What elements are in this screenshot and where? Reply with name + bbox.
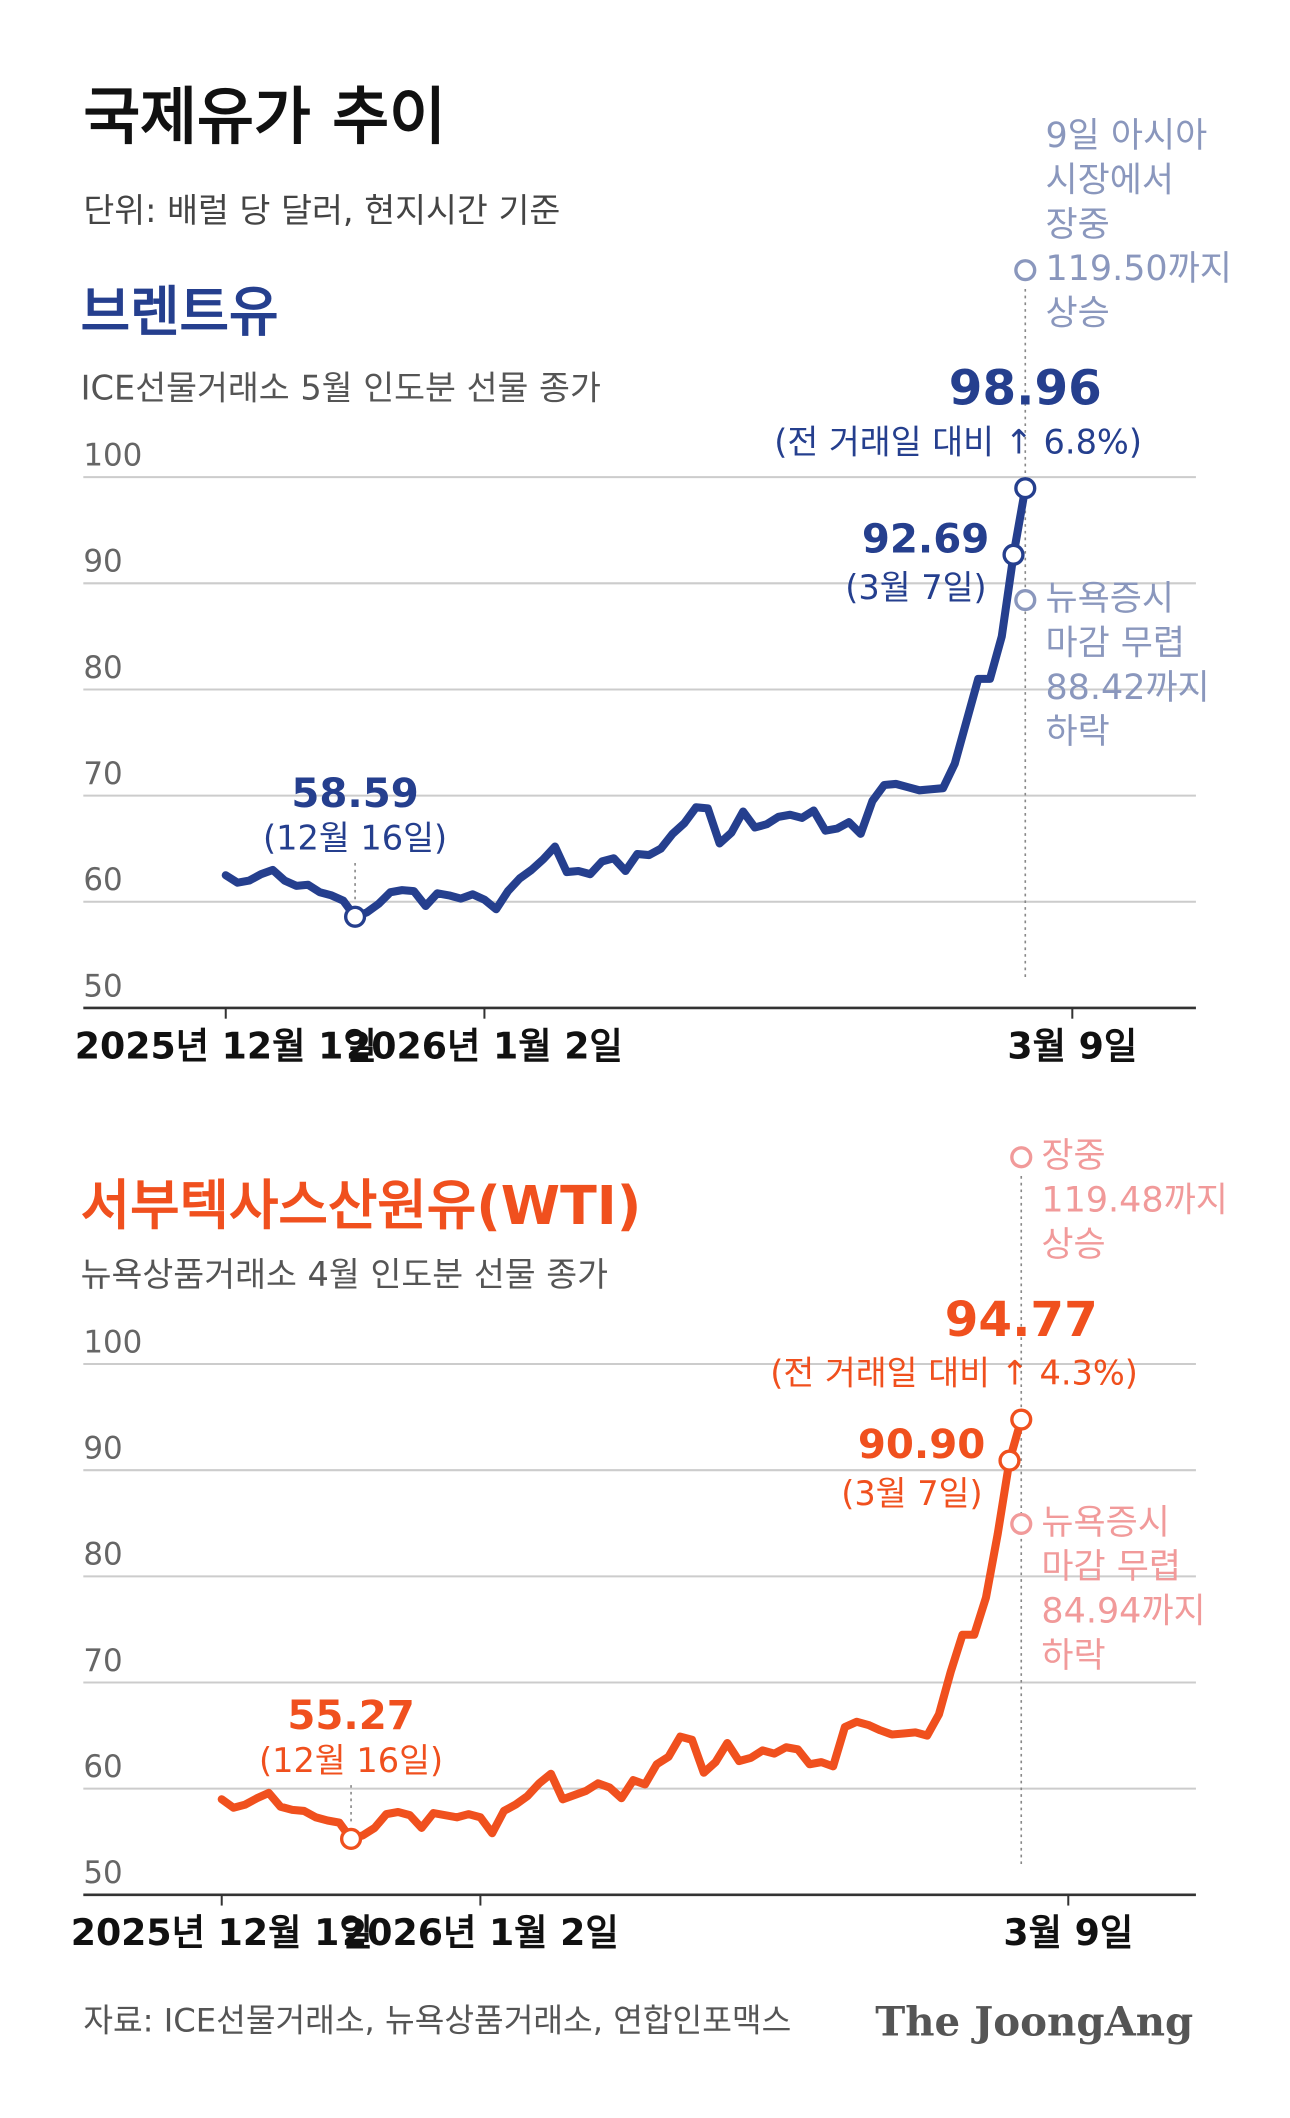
chart-title: 브렌트유	[81, 281, 279, 344]
annotation-text: 하락	[1045, 712, 1109, 752]
y-tick-label: 90	[83, 544, 122, 580]
y-tick-label: 50	[83, 1855, 122, 1891]
annotation-point	[1010, 1146, 1033, 1169]
annotation-text: 상승	[1041, 1225, 1105, 1265]
annotation-point	[1014, 259, 1037, 282]
y-tick-label: 50	[83, 968, 122, 1004]
y-tick-label: 80	[83, 1537, 122, 1573]
chart-title: 서부텍사스산원유(WTI)	[81, 1174, 642, 1237]
y-tick-label: 60	[83, 1749, 122, 1785]
value-label: 90.90	[858, 1421, 985, 1468]
highlight-point	[344, 905, 367, 928]
value-label: 58.59	[291, 770, 418, 817]
highlight-point	[1014, 477, 1037, 500]
value-note: (전 거래일 대비 ↑ 4.3%)	[770, 1354, 1138, 1393]
highlight-point	[1002, 543, 1025, 566]
source: 자료: ICE선물거래소, 뉴욕상품거래소, 연합인포맥스	[83, 2001, 791, 2039]
y-tick-label: 60	[83, 862, 122, 898]
annotation-text: 9일 아시아	[1045, 116, 1207, 156]
highlight-point	[1010, 1408, 1033, 1431]
highlight-point	[339, 1827, 363, 1850]
x-tick-label: 3월 9일	[1007, 1024, 1137, 1067]
value-note: (12월 16일)	[263, 819, 447, 858]
y-tick-label: 70	[83, 756, 122, 792]
annotation-text: 마감 무렵	[1045, 623, 1185, 663]
y-tick-label: 90	[83, 1431, 122, 1467]
annotation-point	[1010, 1512, 1033, 1535]
annotation-text: 하락	[1041, 1636, 1105, 1676]
annotation-text: 84.94까지	[1041, 1592, 1205, 1632]
x-tick-label: 2025년 12월 1일	[71, 1911, 373, 1954]
x-tick-label: 2026년 1월 2일	[346, 1024, 623, 1067]
subtitle: 단위: 배럴 당 달러, 현지시간 기준	[83, 191, 560, 230]
annotation-text: 119.50까지	[1045, 249, 1231, 289]
x-tick-label: 2026년 1월 2일	[342, 1911, 619, 1954]
y-tick-label: 100	[83, 1324, 142, 1360]
value-label: 92.69	[862, 515, 989, 562]
value-note: (12월 16일)	[259, 1741, 443, 1780]
annotation-text: 마감 무렵	[1041, 1547, 1181, 1587]
value-note: (3월 7일)	[841, 1474, 982, 1513]
value-note: (전 거래일 대비 ↑ 6.8%)	[774, 422, 1142, 461]
y-tick-label: 100	[83, 438, 142, 474]
logo: The JoongAng	[875, 1998, 1193, 2046]
annotation-text: 시장에서	[1045, 160, 1174, 200]
annotation-text: 뉴욕증시	[1041, 1503, 1170, 1543]
annotation-point	[1014, 588, 1037, 612]
annotation-text: 119.48까지	[1041, 1181, 1227, 1221]
value-note: (3월 7일)	[845, 568, 986, 607]
title: 국제유가 추이	[83, 81, 446, 153]
annotation-text: 상승	[1045, 293, 1109, 333]
chart-subtitle: 뉴욕상품거래소 4월 인도분 선물 종가	[81, 1255, 608, 1294]
value-label: 98.96	[949, 360, 1102, 416]
annotation-text: 장중	[1045, 205, 1109, 245]
value-label: 55.27	[287, 1692, 414, 1739]
y-tick-label: 70	[83, 1643, 122, 1679]
x-tick-label: 3월 9일	[1003, 1911, 1133, 1954]
annotation-text: 88.42까지	[1045, 668, 1209, 708]
x-tick-label: 2025년 12월 1일	[75, 1024, 377, 1067]
annotation-text: 뉴욕증시	[1045, 579, 1174, 619]
annotation-text: 장중	[1041, 1136, 1105, 1176]
y-tick-label: 80	[83, 650, 122, 686]
highlight-point	[998, 1449, 1021, 1472]
value-label: 94.77	[945, 1292, 1098, 1348]
chart-subtitle: ICE선물거래소 5월 인도분 선물 종가	[81, 368, 601, 407]
